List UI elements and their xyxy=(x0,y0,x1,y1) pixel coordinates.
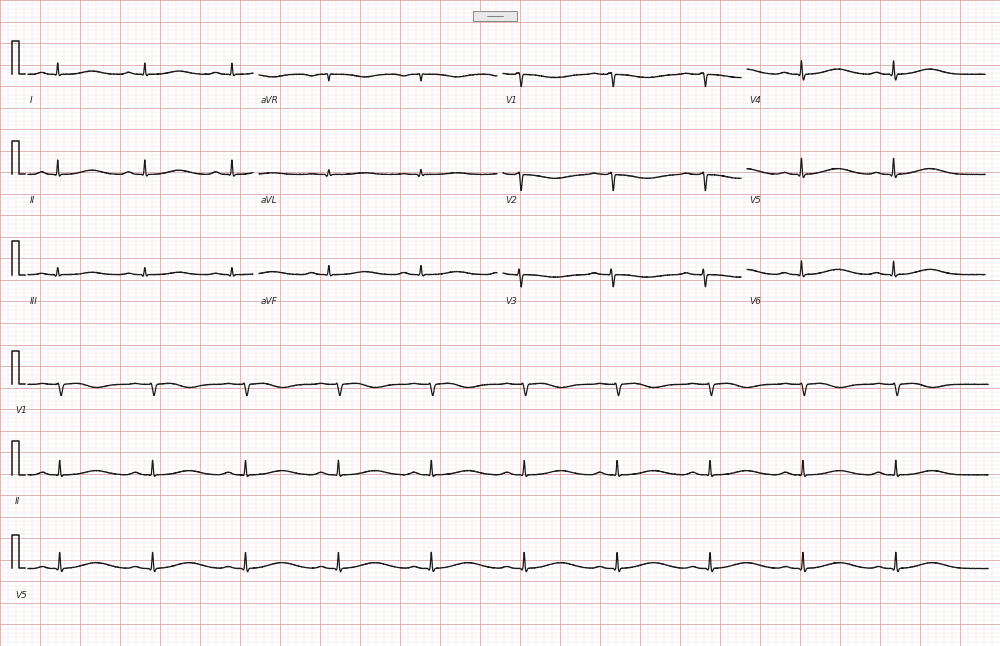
Text: V1: V1 xyxy=(15,406,27,415)
Text: aVL: aVL xyxy=(261,196,278,205)
Bar xyxy=(473,11,517,21)
Text: III: III xyxy=(30,297,38,306)
Text: V2: V2 xyxy=(505,196,517,205)
Text: V3: V3 xyxy=(505,297,517,306)
Text: II: II xyxy=(15,497,20,506)
Text: I: I xyxy=(30,96,33,105)
Text: V5: V5 xyxy=(15,590,27,599)
Text: V6: V6 xyxy=(749,297,761,306)
Text: aVF: aVF xyxy=(261,297,278,306)
Text: V4: V4 xyxy=(749,96,761,105)
Text: II: II xyxy=(30,196,35,205)
Text: aVR: aVR xyxy=(261,96,279,105)
Text: V1: V1 xyxy=(505,96,517,105)
Text: V5: V5 xyxy=(749,196,761,205)
